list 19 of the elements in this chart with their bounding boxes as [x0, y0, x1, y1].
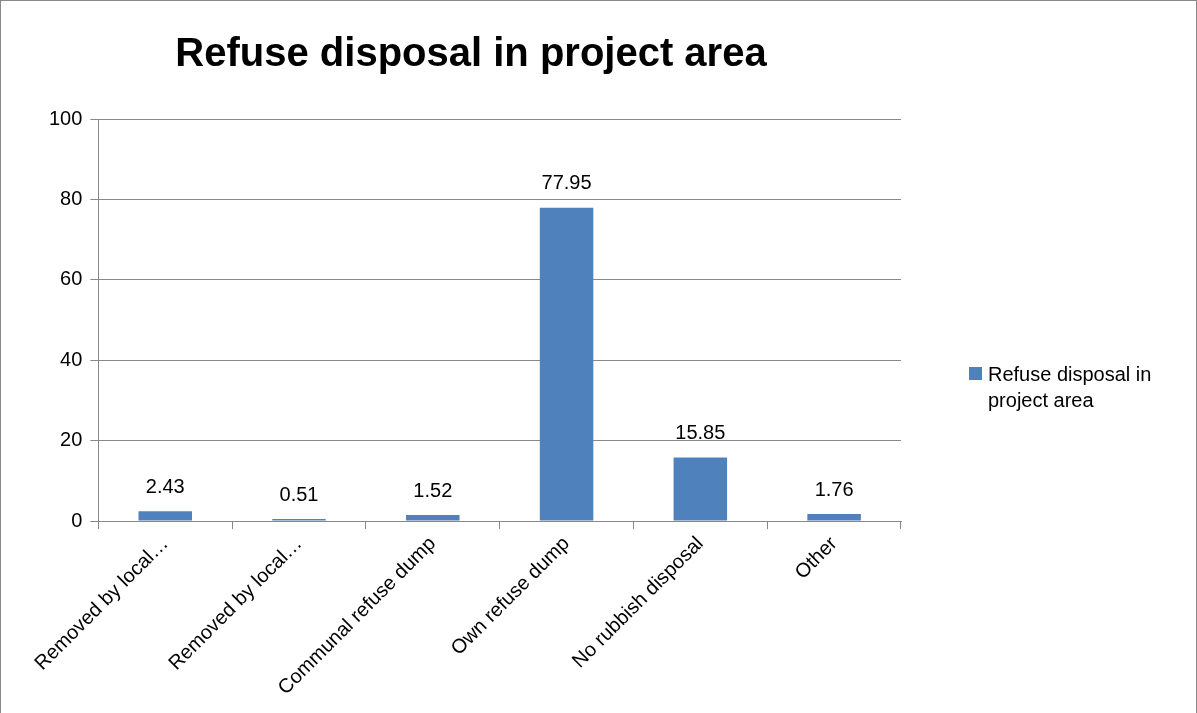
y-tick-label: 40: [60, 347, 83, 370]
chart-title: Refuse disposal in project area: [175, 30, 768, 75]
data-label: 77.95: [541, 171, 592, 194]
data-label: 0.51: [279, 482, 319, 505]
bar: [406, 515, 460, 521]
data-label: 2.43: [145, 474, 185, 497]
bar: [673, 457, 728, 521]
y-tick-label: 100: [48, 106, 83, 129]
legend-label: Refuse disposal in project area: [988, 362, 1153, 413]
bar: [138, 511, 193, 521]
bar: [539, 207, 594, 521]
y-tick-label: 80: [60, 186, 83, 209]
bar: [807, 514, 861, 521]
data-label: 1.76: [814, 477, 854, 500]
y-tick-label: 60: [60, 267, 83, 290]
data-label: 1.52: [413, 478, 453, 501]
y-tick-label: 0: [71, 508, 83, 531]
y-tick-label: 20: [60, 428, 83, 451]
data-label: 15.85: [675, 420, 726, 443]
